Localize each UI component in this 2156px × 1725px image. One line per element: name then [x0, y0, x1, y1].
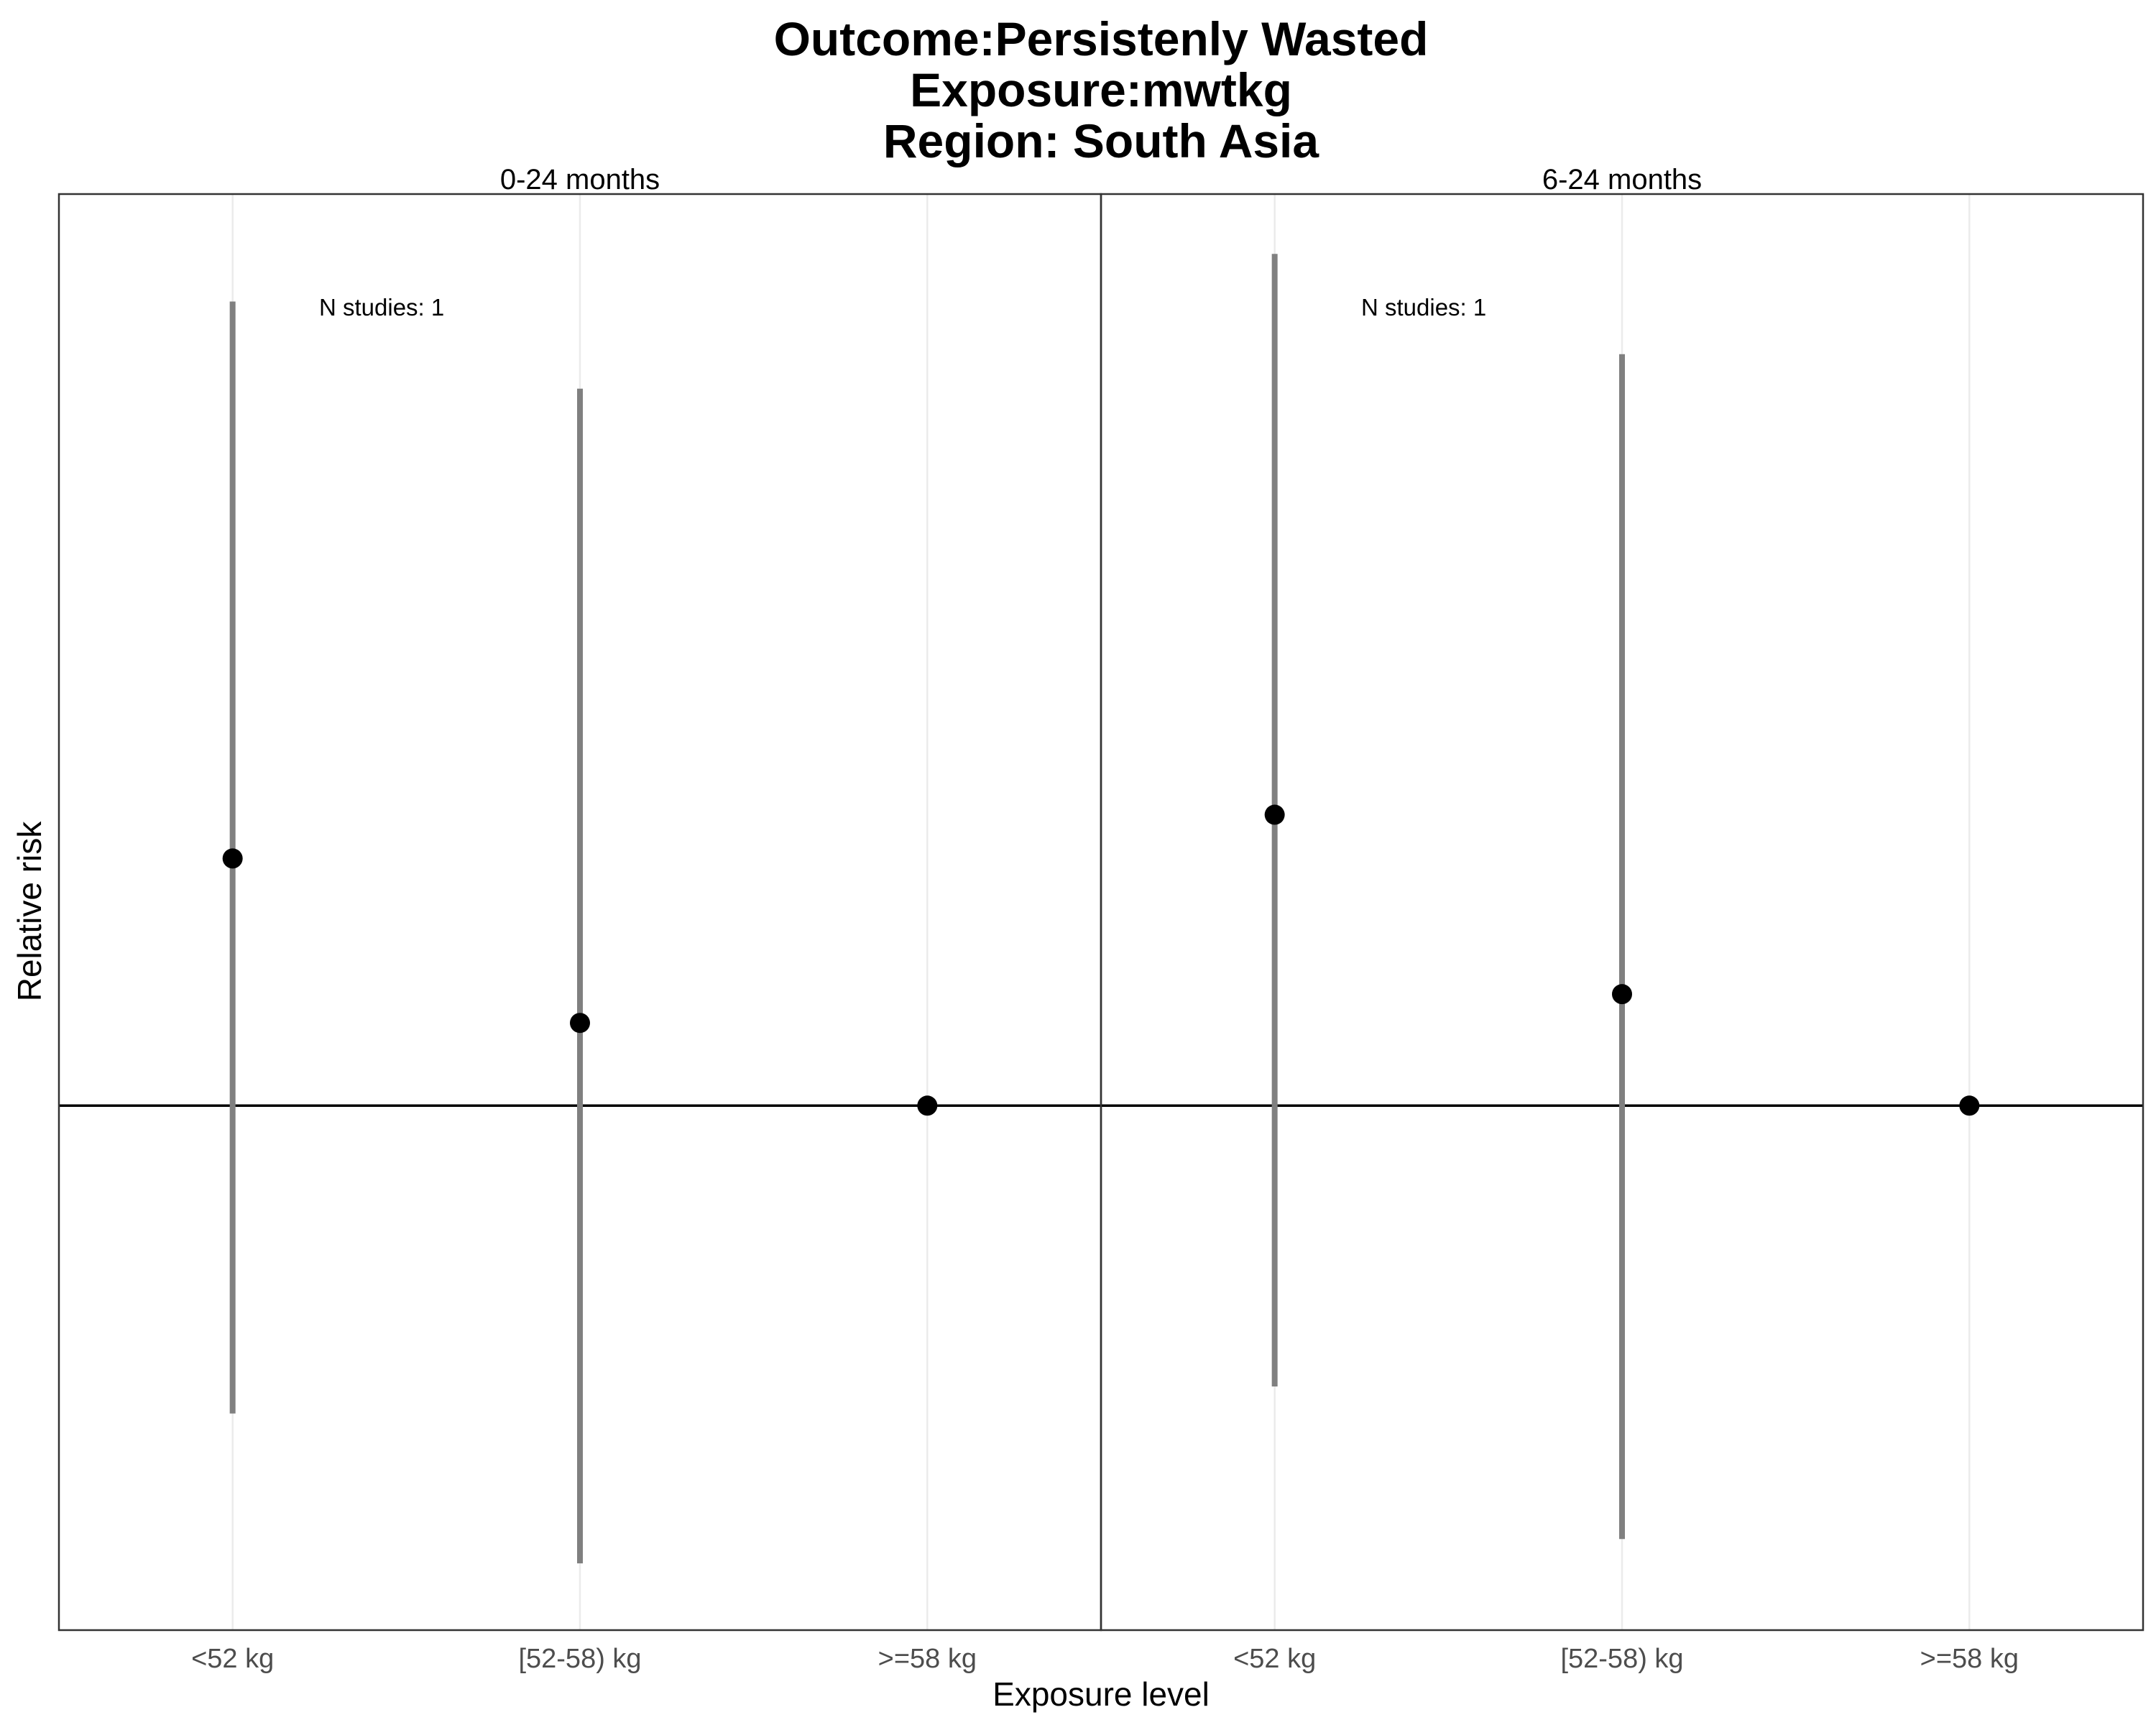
- x-tick-label: >=58 kg: [878, 1644, 977, 1674]
- facet-panel-1: 0-24 months N studies: 1 <52 kg [52-58) kg >…: [57, 164, 1102, 1674]
- point-estimate: [1264, 804, 1285, 825]
- facet-panel-2: 6-24 months N studies: 1 <52 kg [52-58) kg >…: [1100, 164, 2145, 1674]
- n-studies-annotation: N studies: 1: [319, 294, 444, 321]
- title-line-exposure: Exposure:mwtkg: [910, 63, 1292, 116]
- x-tick-label: <52 kg: [1233, 1644, 1316, 1674]
- facet-panels: 0-24 months N studies: 1 <52 kg [52-58) kg >…: [57, 164, 2145, 1674]
- y-axis-title: Relative risk: [11, 821, 48, 1002]
- point-estimate: [222, 848, 243, 869]
- point-estimate: [570, 1013, 590, 1034]
- point-estimate: [1612, 984, 1632, 1005]
- x-axis-title: Exposure level: [992, 1675, 1210, 1713]
- panel-border: [1100, 193, 2145, 1632]
- x-tick-label: [52-58) kg: [518, 1644, 641, 1674]
- x-tick-label: >=58 kg: [1920, 1644, 2019, 1674]
- x-tick-label: [52-58) kg: [1560, 1644, 1683, 1674]
- point-estimate: [1959, 1095, 1980, 1116]
- facet-strip-label: 6-24 months: [1542, 164, 1702, 196]
- facet-strip-label: 0-24 months: [500, 164, 660, 196]
- title-line-region: Region: South Asia: [883, 114, 1320, 167]
- n-studies-annotation: N studies: 1: [1361, 294, 1486, 321]
- point-estimate: [917, 1095, 938, 1116]
- chart-title: Outcome:Persistenly Wasted Exposure:mwtk…: [774, 12, 1429, 167]
- x-tick-label: <52 kg: [191, 1644, 274, 1674]
- title-line-outcome: Outcome:Persistenly Wasted: [774, 12, 1429, 65]
